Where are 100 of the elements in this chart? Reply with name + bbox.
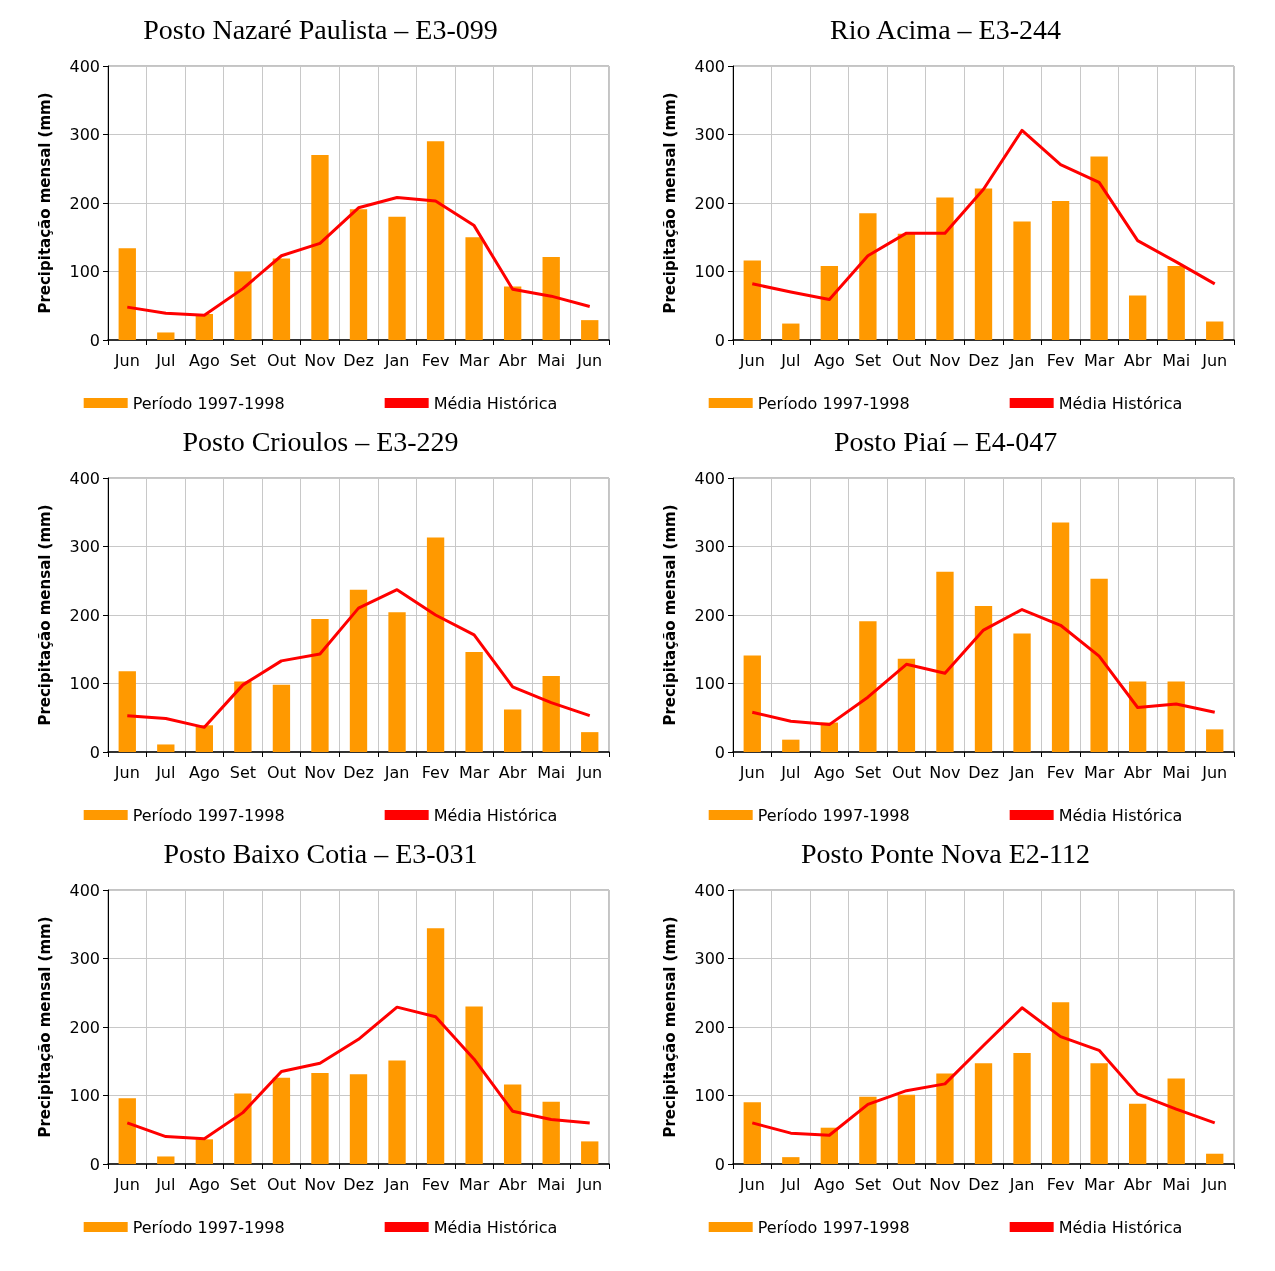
bar: [157, 1156, 175, 1164]
x-tick-label: Jan: [383, 762, 410, 782]
x-tick-label: Jan: [1008, 350, 1035, 370]
y-tick-label: 300: [69, 125, 100, 144]
bar: [1013, 221, 1031, 340]
bar: [859, 621, 877, 752]
x-tick-label: Jun: [1201, 1174, 1228, 1194]
bar: [465, 651, 483, 752]
bar: [349, 589, 368, 752]
bar: [974, 188, 993, 340]
y-tick-label: 100: [694, 674, 725, 693]
y-tick-label: 400: [694, 468, 725, 488]
x-tick-label: Nov: [929, 350, 961, 370]
x-tick-label: Dez: [343, 762, 374, 782]
x-tick-label: Mai: [1162, 350, 1191, 370]
x-tick-label: Ago: [188, 762, 220, 782]
y-tick-label: 0: [714, 330, 725, 350]
x-tick-label: Jun: [113, 762, 140, 782]
legend-label: Período 1997-1998: [757, 1217, 910, 1237]
x-tick-label: Jan: [1008, 762, 1035, 782]
bar: [234, 271, 252, 340]
x-tick-label: Nov: [304, 350, 336, 370]
x-tick-label: Jan: [383, 350, 410, 370]
bar: [936, 197, 954, 340]
bar: [272, 1077, 291, 1164]
bar: [195, 1139, 214, 1164]
y-tick-label: 100: [69, 1086, 100, 1105]
bar: [465, 237, 483, 340]
line-series: [125, 588, 592, 729]
x-tick-label: Jun: [113, 350, 140, 370]
y-tick-label: 200: [69, 1017, 100, 1037]
x-tick-label: Abr: [498, 762, 527, 782]
bar: [820, 722, 839, 752]
line-series: [750, 1006, 1217, 1137]
y-axis-title: Precipitação mensal (mm): [660, 504, 679, 726]
x-tick-label: Out: [891, 762, 921, 782]
y-tick-label: 0: [714, 1154, 725, 1174]
x-tick-label: Jan: [1008, 1174, 1035, 1194]
legend-label: Período 1997-1998: [132, 805, 285, 825]
x-tick-label: Abr: [498, 350, 527, 370]
x-tick-label: Set: [854, 762, 882, 782]
x-tick-label: Jul: [155, 350, 176, 370]
x-tick-label: Abr: [1123, 1174, 1152, 1194]
legend-label: Média Histórica: [1058, 1217, 1183, 1237]
bar: [897, 233, 916, 340]
line-series: [125, 196, 592, 317]
x-tick-label: Jun: [576, 762, 603, 782]
y-tick-label: 300: [694, 949, 725, 968]
y-axis-title: Precipitação mensal (mm): [660, 916, 679, 1138]
bar: [820, 266, 839, 340]
bar: [936, 571, 954, 752]
legend-label: Período 1997-1998: [757, 805, 910, 825]
bar: [1090, 578, 1108, 752]
legend-label: Média Histórica: [1058, 393, 1183, 413]
bar: [234, 681, 252, 752]
bar: [311, 1072, 329, 1164]
bar: [897, 658, 916, 752]
bar: [743, 260, 761, 340]
bar: [426, 928, 445, 1164]
x-tick-label: Fev: [1046, 1174, 1075, 1194]
bar: [426, 141, 445, 340]
bar: [897, 1094, 916, 1164]
x-tick-label: Abr: [1123, 762, 1152, 782]
y-tick-label: 100: [69, 674, 100, 693]
legend-label: Período 1997-1998: [132, 393, 285, 413]
bar: [157, 744, 175, 752]
bar: [782, 1157, 800, 1164]
x-tick-label: Dez: [343, 350, 374, 370]
bar: [1206, 1153, 1224, 1164]
line-series: [750, 128, 1217, 302]
y-tick-label: 0: [89, 1154, 100, 1174]
y-tick-label: 400: [694, 56, 725, 76]
bar: [1128, 295, 1147, 340]
legend-label: Média Histórica: [433, 393, 558, 413]
x-tick-label: Mai: [537, 762, 566, 782]
legend-label: Média Histórica: [433, 805, 558, 825]
x-tick-label: Jul: [780, 1174, 801, 1194]
x-tick-label: Jul: [155, 1174, 176, 1194]
x-tick-label: Jun: [738, 1174, 765, 1194]
y-tick-label: 200: [69, 605, 100, 625]
y-tick-label: 200: [694, 193, 725, 213]
x-tick-label: Jan: [383, 1174, 410, 1194]
x-tick-label: Ago: [188, 1174, 220, 1194]
bar: [974, 606, 993, 752]
bar: [503, 1084, 522, 1164]
x-tick-label: Jun: [738, 350, 765, 370]
bar: [542, 257, 560, 340]
x-tick-label: Dez: [343, 1174, 374, 1194]
bar: [542, 675, 560, 752]
x-tick-label: Mar: [459, 762, 490, 782]
bar: [118, 1098, 136, 1164]
x-tick-label: Jun: [1201, 350, 1228, 370]
y-tick-label: 200: [69, 193, 100, 213]
bar: [859, 1096, 877, 1164]
y-tick-label: 300: [694, 125, 725, 144]
x-tick-label: Mar: [1084, 762, 1115, 782]
x-tick-label: Abr: [498, 1174, 527, 1194]
bar: [118, 671, 136, 752]
x-tick-label: Mar: [459, 350, 490, 370]
x-tick-label: Out: [266, 1174, 296, 1194]
